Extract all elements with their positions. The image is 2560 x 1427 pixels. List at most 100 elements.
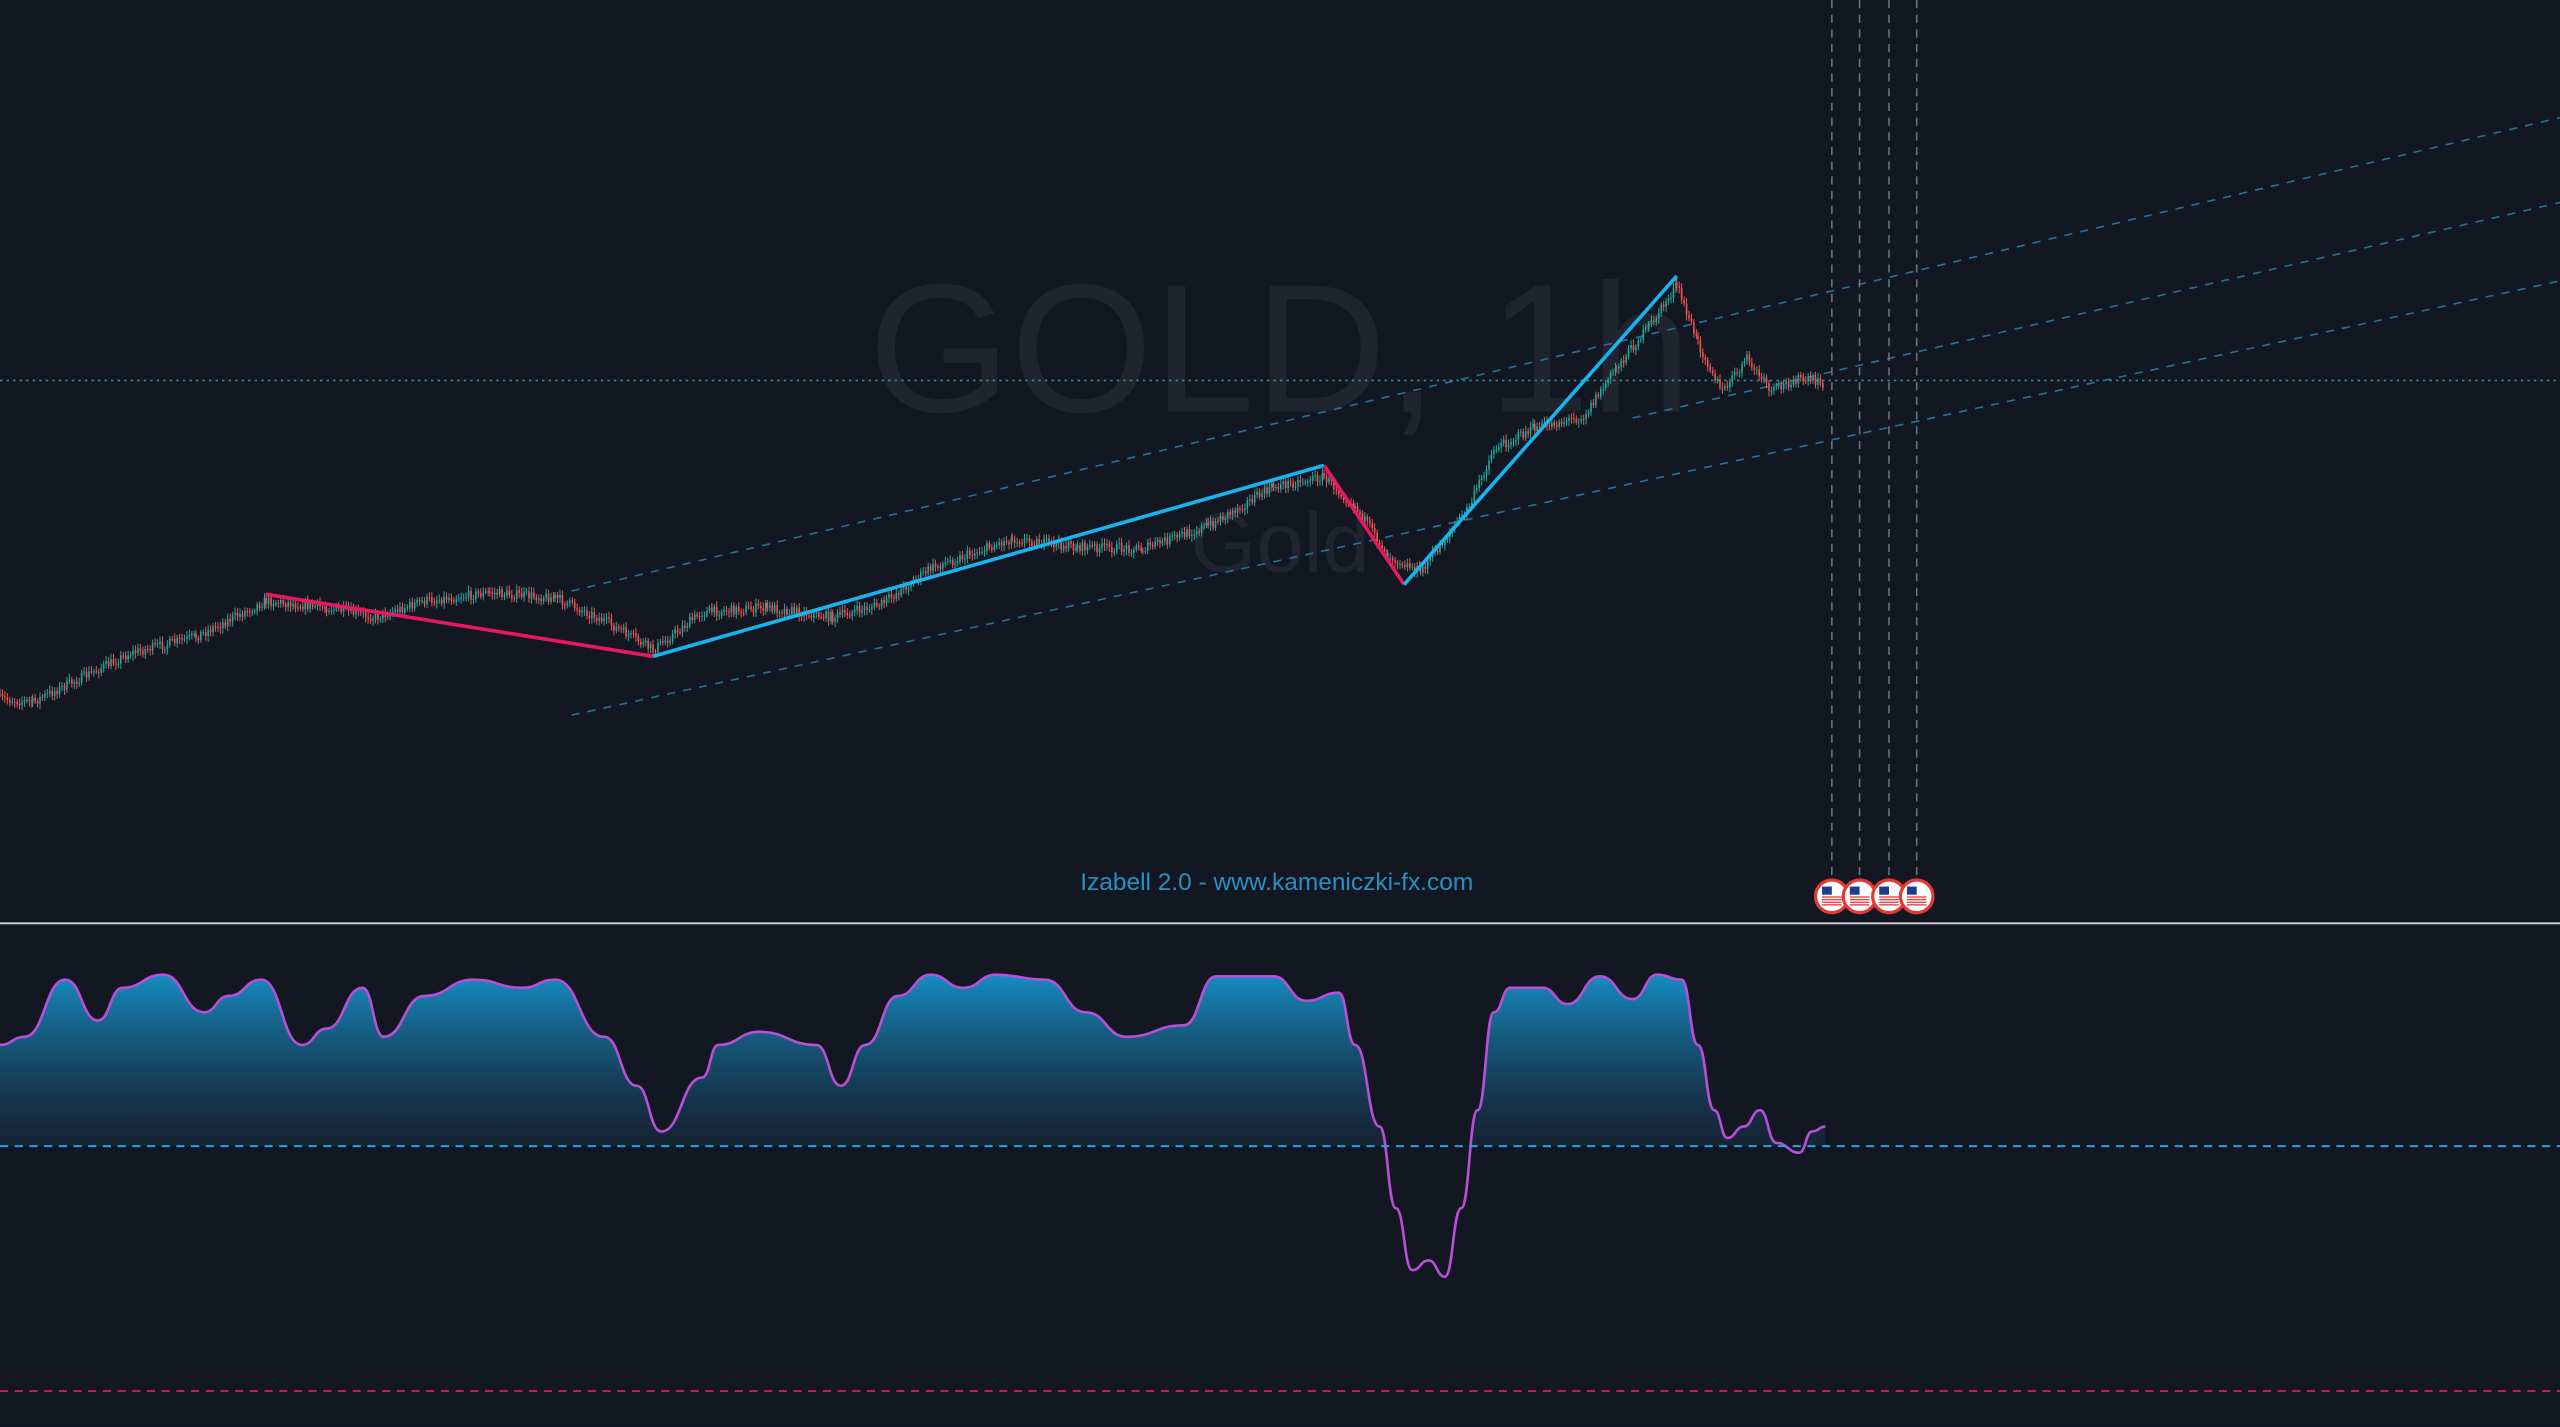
- candle-body: [1008, 542, 1010, 545]
- candle-body: [1401, 563, 1404, 566]
- candle-body: [1386, 552, 1388, 554]
- candle-body: [475, 591, 477, 600]
- candle-body: [498, 589, 501, 595]
- candle-body: [304, 600, 307, 610]
- candle-body: [564, 604, 566, 606]
- candle-body: [1488, 460, 1490, 470]
- candle-body: [1219, 516, 1222, 522]
- candle-body: [1426, 561, 1429, 569]
- candle-body: [207, 629, 209, 636]
- candle-body: [1711, 370, 1714, 374]
- candle-body: [920, 571, 922, 581]
- candle-body: [178, 637, 181, 639]
- candle-body: [503, 595, 506, 597]
- candle-body: [1627, 348, 1630, 357]
- candle-body: [324, 607, 326, 609]
- candle-body: [711, 607, 713, 613]
- candle-body: [265, 597, 267, 604]
- candle-body: [11, 702, 14, 704]
- candle-body: [58, 686, 61, 695]
- candle-body: [559, 595, 561, 599]
- candle-body: [760, 605, 762, 609]
- candle-body: [1203, 525, 1205, 527]
- candle-body: [1809, 376, 1812, 381]
- candle-body: [1120, 543, 1123, 552]
- candle-body: [554, 594, 556, 598]
- flag-canton: [1849, 886, 1860, 895]
- candle-body: [783, 608, 786, 614]
- candle-body: [1551, 422, 1553, 427]
- candle-body: [95, 671, 98, 673]
- candle-body: [127, 655, 129, 660]
- candle-body: [669, 640, 672, 643]
- candle-body: [644, 640, 647, 643]
- candle-body: [550, 597, 552, 602]
- candle-body: [159, 641, 161, 644]
- candle-body: [956, 561, 959, 564]
- candle-body: [713, 606, 716, 613]
- candle-body: [105, 660, 107, 664]
- candle-body: [856, 605, 858, 610]
- candle-body: [944, 562, 947, 564]
- candle-body: [1113, 551, 1116, 553]
- candle-body: [893, 597, 895, 599]
- zigzag-up: [652, 463, 1325, 659]
- candle-body: [508, 590, 511, 596]
- candle-body: [362, 612, 365, 614]
- candle-body: [433, 602, 436, 604]
- candle-body: [73, 682, 76, 684]
- candle-body: [603, 618, 605, 622]
- candle-body: [1, 693, 4, 697]
- candle-body: [1695, 333, 1698, 336]
- candle-body: [939, 566, 942, 569]
- candle-body: [1146, 542, 1149, 551]
- candle-body: [1587, 412, 1590, 415]
- candle-body: [330, 610, 333, 612]
- candle-body: [39, 696, 41, 704]
- candle-body: [1359, 511, 1361, 514]
- flag-stripe: [1849, 901, 1870, 903]
- candle-body: [214, 626, 217, 628]
- candle-body: [848, 615, 851, 617]
- candle-body: [314, 605, 316, 607]
- candle-body: [23, 700, 26, 702]
- candle-body: [640, 641, 642, 645]
- candle-body: [1637, 340, 1640, 347]
- candle-body: [491, 592, 494, 595]
- candle-body: [280, 599, 282, 604]
- candle-body: [627, 634, 630, 637]
- candle-body: [1563, 422, 1565, 424]
- candle-body: [1342, 496, 1345, 501]
- candle-body: [142, 650, 144, 655]
- candle-body: [1258, 491, 1261, 498]
- candle-body: [1529, 426, 1532, 434]
- candle-body: [472, 599, 475, 600]
- candle-body: [97, 671, 100, 673]
- candle-body: [164, 649, 166, 650]
- candle-body: [620, 628, 623, 630]
- candle-body: [51, 690, 54, 696]
- candle-body: [1515, 439, 1517, 442]
- candle-body: [1011, 537, 1014, 540]
- candle-body: [1101, 543, 1103, 549]
- candle-body: [1304, 481, 1307, 483]
- flag-stripe: [1822, 904, 1842, 906]
- candle-body: [853, 609, 856, 613]
- candle-body: [1070, 541, 1072, 544]
- candle-body: [1328, 477, 1330, 483]
- candle-body: [657, 642, 659, 653]
- candle-body: [53, 691, 56, 696]
- candle-body: [1391, 558, 1394, 561]
- candle-body: [1173, 534, 1176, 536]
- candle-body: [750, 606, 752, 610]
- candle-body: [791, 607, 793, 615]
- candle-body: [352, 607, 355, 615]
- candle-body: [1568, 417, 1570, 421]
- candle-body: [496, 592, 498, 595]
- candle-body: [1098, 548, 1101, 553]
- candle-body: [1502, 439, 1505, 444]
- candle-body: [120, 655, 122, 664]
- candle-body: [1316, 475, 1319, 483]
- candle-body: [1200, 526, 1203, 533]
- candle-body: [1164, 537, 1166, 542]
